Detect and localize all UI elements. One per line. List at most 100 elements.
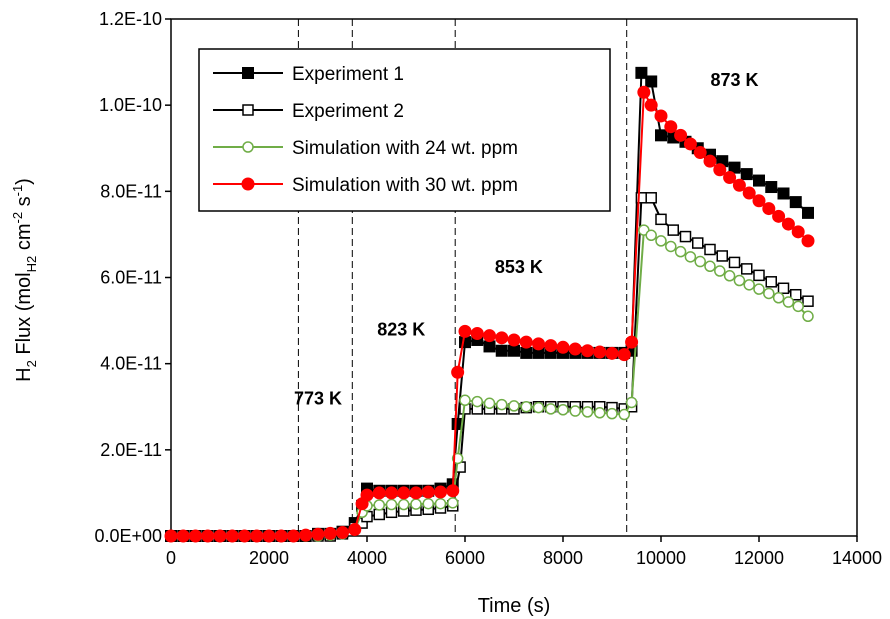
y-tick-label: 1.2E-10 — [99, 9, 162, 29]
data-point — [790, 288, 802, 301]
data-point — [471, 395, 483, 408]
legend-label: Experiment 1 — [292, 64, 404, 85]
data-point — [645, 192, 657, 204]
data-point — [519, 335, 533, 349]
data-point — [201, 529, 215, 543]
data-point — [742, 186, 756, 200]
data-point — [605, 346, 619, 360]
data-point — [495, 331, 509, 345]
data-point — [409, 486, 423, 500]
data-point — [763, 287, 775, 300]
data-point — [606, 407, 618, 420]
y-tick-label: 6.0E-11 — [100, 268, 162, 288]
x-tick-label: 12000 — [734, 548, 784, 568]
data-point — [802, 206, 814, 219]
data-point — [434, 497, 447, 510]
data-point — [625, 396, 638, 409]
data-point — [372, 486, 386, 500]
data-point — [459, 336, 471, 349]
data-point — [250, 529, 264, 543]
y-axis-title: H2 Flux (molH2 cm-2 s-1) — [10, 178, 39, 382]
data-point — [723, 171, 737, 185]
data-point — [716, 250, 728, 262]
data-point — [557, 404, 569, 416]
data-point — [569, 405, 581, 417]
data-point — [385, 498, 398, 511]
data-point — [733, 274, 746, 287]
data-point — [458, 324, 472, 338]
data-point — [645, 229, 657, 242]
data-point — [496, 398, 508, 411]
data-point — [694, 255, 706, 268]
data-point — [421, 485, 435, 499]
x-tick-label: 8000 — [543, 548, 583, 568]
data-point — [635, 66, 648, 79]
data-point — [753, 269, 765, 282]
series-2 — [165, 192, 814, 542]
y-axis-ticks: 0.0E+00 2.0E-11 4.0E-11 6.0E-11 8.0E-11 1.0E-… — [94, 9, 171, 546]
data-point — [544, 339, 558, 353]
data-point — [714, 265, 726, 277]
data-point — [723, 270, 736, 282]
data-point — [483, 397, 496, 410]
data-point — [483, 340, 496, 353]
data-point — [348, 523, 362, 537]
data-point — [189, 529, 202, 543]
data-point — [802, 295, 814, 307]
data-point — [495, 344, 508, 357]
data-point — [692, 237, 704, 249]
data-point — [655, 129, 667, 142]
data-point — [789, 196, 802, 209]
data-point — [593, 345, 607, 359]
data-point — [654, 109, 668, 123]
data-point — [802, 310, 814, 323]
data-point — [262, 529, 276, 543]
data-point — [422, 497, 434, 510]
data-point — [225, 529, 239, 543]
x-tick-label: 6000 — [445, 548, 485, 568]
series-layer — [164, 66, 815, 543]
data-point — [594, 407, 606, 419]
x-tick-label: 10000 — [636, 548, 686, 568]
data-point — [360, 488, 374, 502]
data-point — [664, 120, 678, 134]
data-point — [777, 187, 790, 200]
data-point — [704, 260, 716, 273]
y-tick-label: 4.0E-11 — [100, 354, 162, 374]
legend-marker — [242, 67, 254, 79]
data-point — [782, 296, 795, 308]
data-point — [274, 529, 288, 543]
data-point — [299, 528, 313, 542]
x-tick-label: 2000 — [249, 548, 289, 568]
y-tick-label: 0.0E+00 — [94, 526, 162, 546]
data-point — [238, 529, 251, 543]
data-point — [213, 529, 227, 543]
data-point — [483, 329, 496, 343]
data-point — [581, 406, 594, 418]
data-point — [679, 230, 692, 243]
temperature-label: 823 K — [377, 320, 425, 340]
temperature-annotations: 773 K 823 K 853 K 873 K — [294, 70, 759, 409]
series-line — [171, 228, 809, 537]
data-point — [508, 400, 520, 412]
data-point — [732, 178, 746, 192]
series-3 — [165, 224, 814, 542]
legend-item: Experiment 2 — [213, 101, 404, 122]
data-point — [665, 240, 677, 253]
data-point — [581, 344, 594, 358]
data-point — [373, 508, 385, 521]
data-point — [740, 168, 753, 181]
x-tick-label: 0 — [166, 548, 176, 568]
data-point — [470, 327, 484, 341]
data-point — [625, 335, 639, 349]
data-point — [373, 499, 385, 511]
x-axis-title: Time (s) — [478, 595, 551, 617]
data-point — [667, 224, 679, 236]
data-point — [507, 333, 521, 347]
data-point — [683, 137, 697, 151]
data-point — [410, 498, 422, 510]
data-point — [753, 283, 765, 295]
data-point — [801, 234, 815, 248]
data-point — [762, 202, 776, 216]
data-point — [752, 194, 766, 208]
